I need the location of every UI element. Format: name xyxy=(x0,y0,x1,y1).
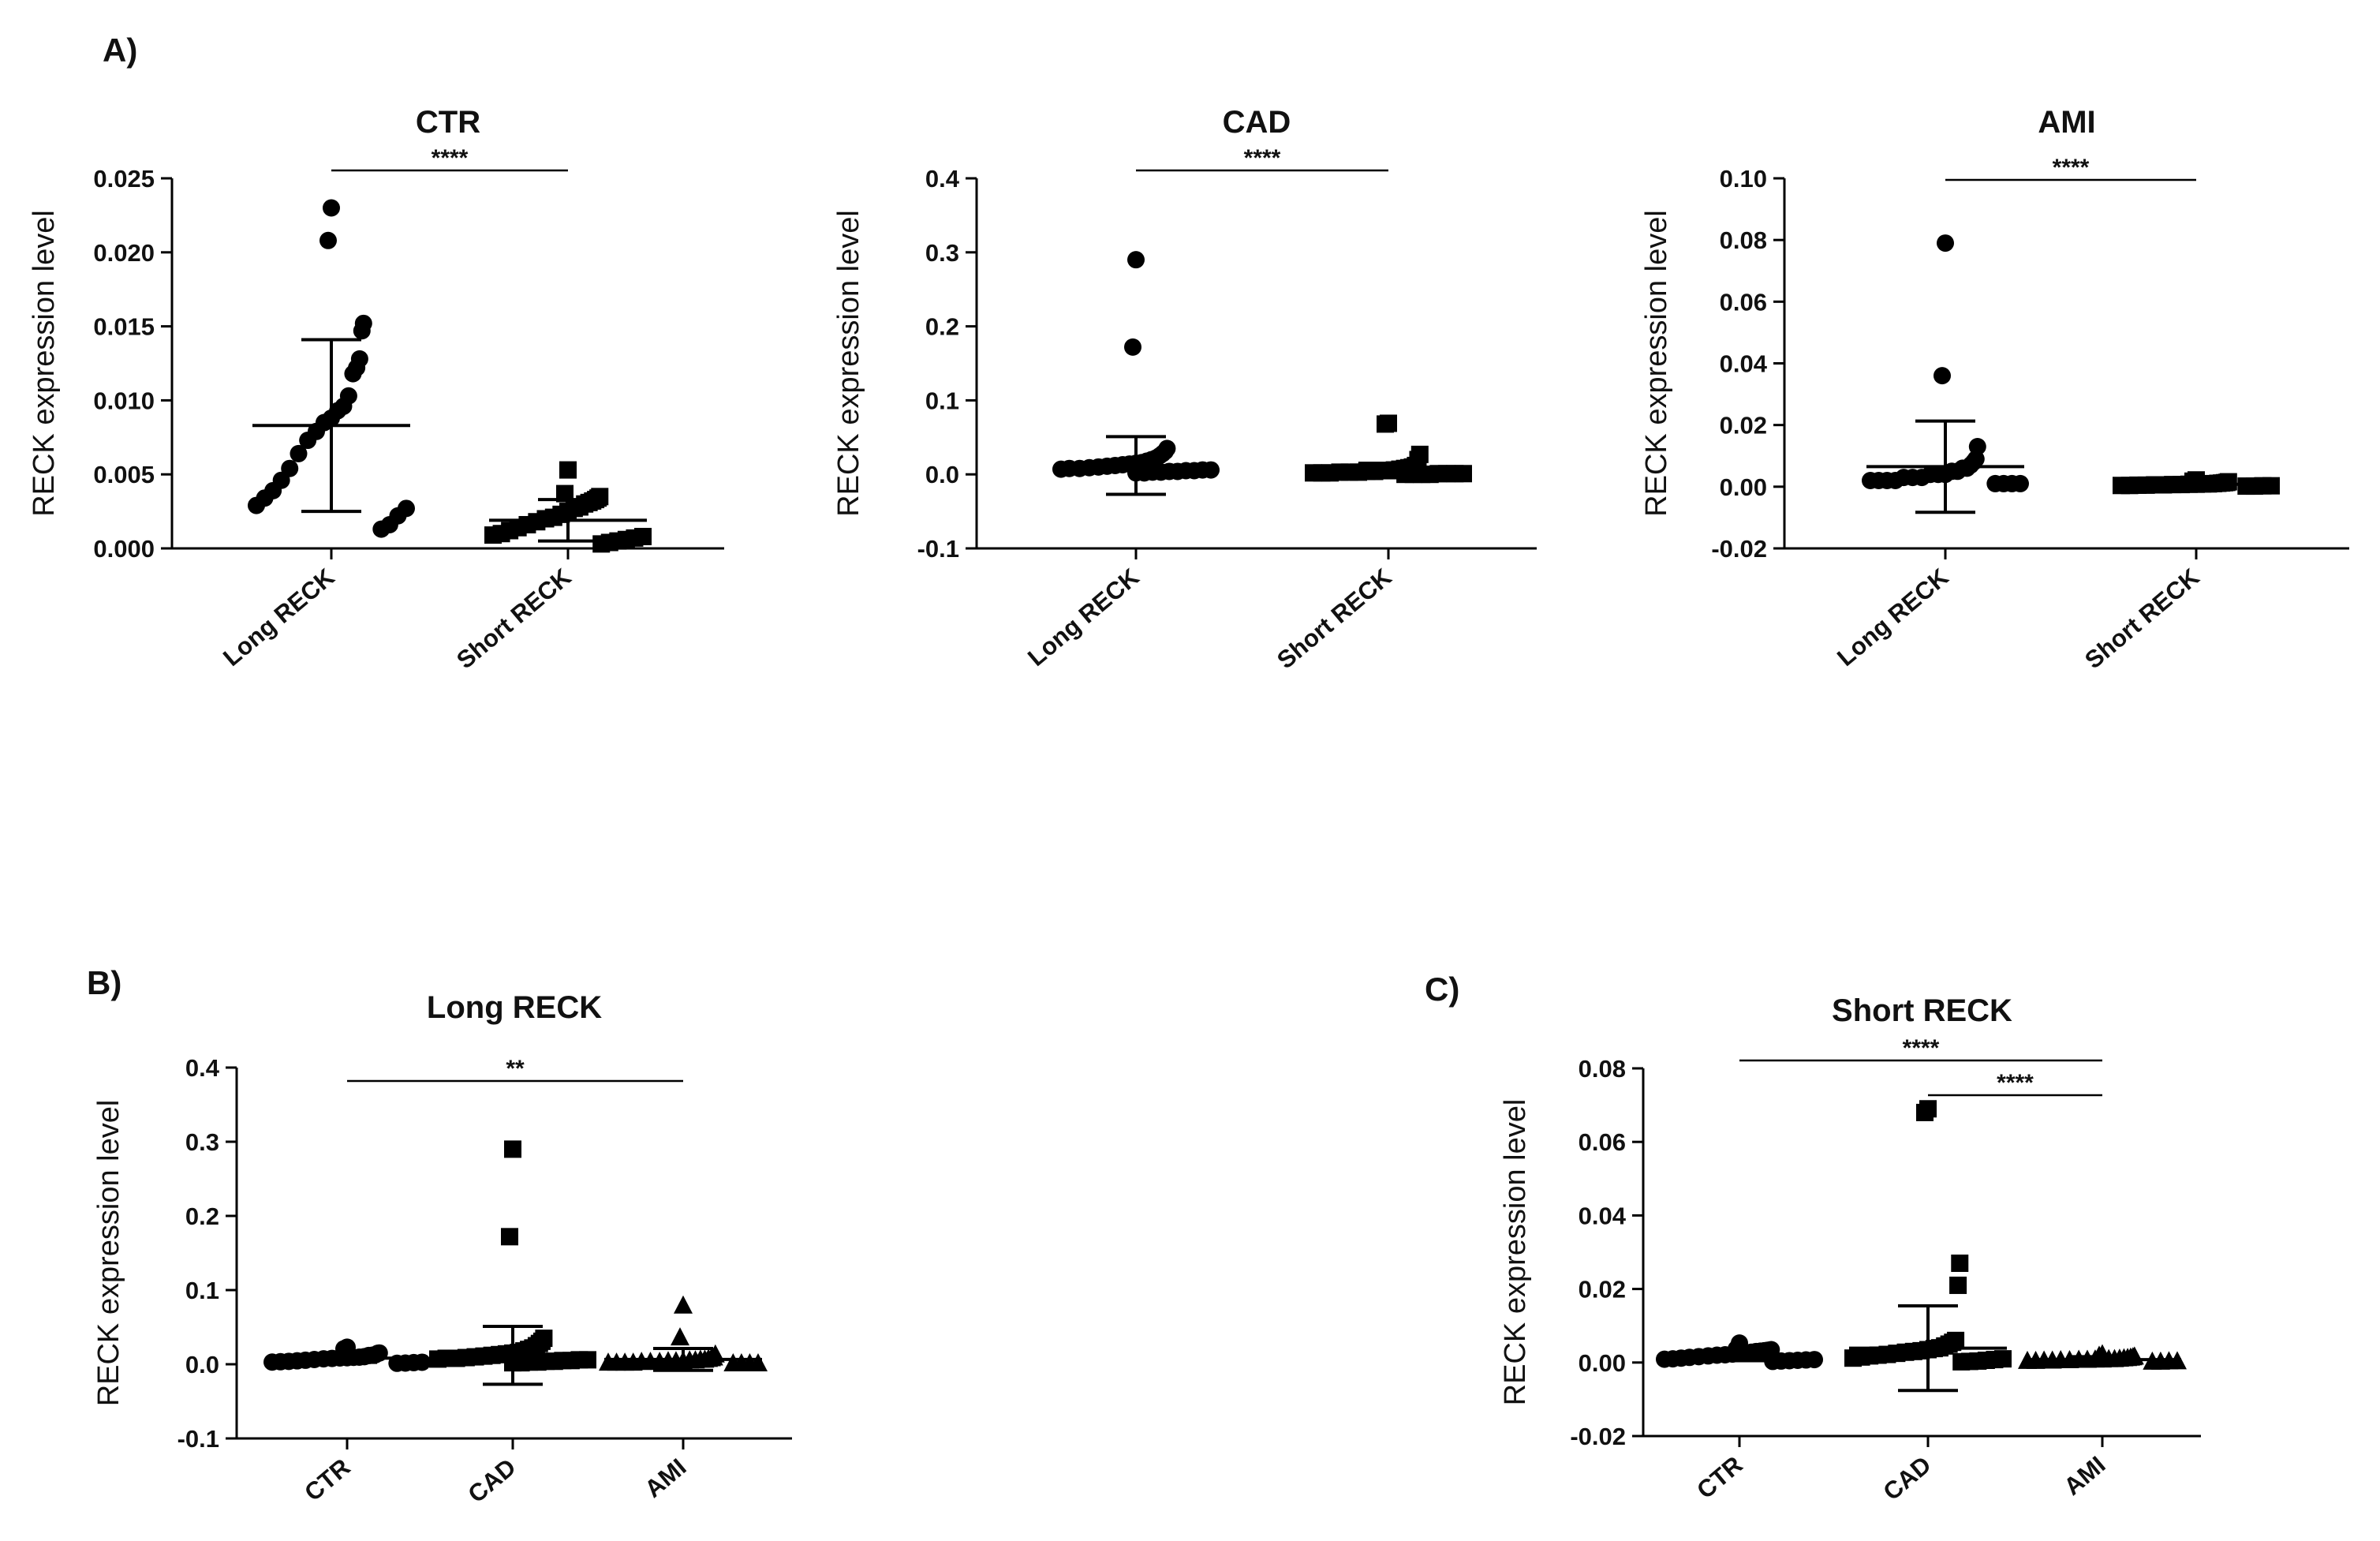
data-point xyxy=(429,1350,446,1368)
y-tick-label: 0.1 xyxy=(185,1277,219,1304)
y-tick-label: 0.020 xyxy=(93,239,155,267)
data-point xyxy=(1986,474,2005,492)
y-tick-label: 0.06 xyxy=(1720,288,1767,316)
data-point xyxy=(344,365,362,383)
data-point xyxy=(484,526,502,544)
panel-label-b: B) xyxy=(87,964,121,1001)
y-tick-label: 0.02 xyxy=(1579,1276,1626,1303)
y-tick-label: 0.010 xyxy=(93,387,155,414)
data-point xyxy=(599,1352,618,1371)
y-tick-label: 0.04 xyxy=(1720,350,1768,378)
data-point xyxy=(556,484,574,503)
y-tick-label: 0.02 xyxy=(1720,412,1767,439)
data-point xyxy=(592,535,611,553)
data-point xyxy=(319,231,337,249)
y-tick-label: 0.4 xyxy=(185,1054,220,1082)
data-point xyxy=(723,1353,743,1372)
y-tick-label: 0.015 xyxy=(93,313,155,341)
y-axis-label: RECK expression level xyxy=(1499,1099,1532,1406)
y-tick-label: -0.1 xyxy=(177,1425,219,1453)
y-tick-label: 0.3 xyxy=(185,1128,219,1156)
y-axis-label: RECK expression level xyxy=(1640,210,1673,517)
chart-title: Short RECK xyxy=(1832,993,2012,1028)
significance-label: **** xyxy=(1244,145,1281,171)
y-tick-label: 0.025 xyxy=(93,165,155,193)
chart-short-reck: Short RECK -0.02 0.00 0.02 0.04 0.06 0.08 RECK … xyxy=(1499,993,2201,1506)
y-tick-label: 0.1 xyxy=(925,387,959,414)
data-point xyxy=(1396,466,1414,484)
chart-title: Long RECK xyxy=(427,990,602,1025)
data-point xyxy=(1862,472,1879,490)
data-point xyxy=(671,1327,689,1346)
y-tick-label: -0.1 xyxy=(917,535,959,563)
data-point xyxy=(1844,1349,1862,1367)
chart-title: AMI xyxy=(2038,105,2095,140)
y-tick-label: -0.02 xyxy=(1570,1423,1626,1450)
data-point xyxy=(263,1353,281,1371)
y-axis-label: RECK expression level xyxy=(28,210,61,517)
data-point xyxy=(1305,464,1322,482)
y-tick-label: 0.00 xyxy=(1720,473,1767,501)
y-tick-label: 0.10 xyxy=(1720,165,1767,193)
y-tick-label: -0.02 xyxy=(1711,535,1767,563)
panel-label-c: C) xyxy=(1425,971,1459,1008)
y-tick-label: 0.2 xyxy=(185,1203,219,1230)
y-tick-label: 0.005 xyxy=(93,461,155,488)
data-point xyxy=(1952,1352,1971,1371)
data-point xyxy=(2237,477,2255,496)
y-tick-label: 0.2 xyxy=(925,313,959,341)
significance-label: **** xyxy=(432,145,469,171)
data-point xyxy=(372,520,390,538)
data-point xyxy=(1656,1350,1673,1368)
y-tick-label: 0.3 xyxy=(925,239,959,267)
data-point xyxy=(1377,415,1394,433)
data-point xyxy=(674,1295,693,1314)
chart-title: CAD xyxy=(1223,105,1291,140)
data-point xyxy=(323,199,340,217)
y-tick-label: 0.0 xyxy=(925,461,959,488)
data-point xyxy=(559,461,577,479)
data-point xyxy=(353,322,371,340)
data-point xyxy=(1951,1254,1969,1272)
significance-label: **** xyxy=(1903,1035,1940,1061)
data-point xyxy=(1949,1276,1967,1294)
data-point xyxy=(299,432,317,450)
y-tick-label: 0.0 xyxy=(185,1351,219,1378)
y-tick-label: 0.000 xyxy=(93,535,155,563)
y-tick-label: 0.08 xyxy=(1579,1055,1626,1083)
data-point xyxy=(248,496,265,514)
data-point xyxy=(501,1228,518,1246)
data-point xyxy=(1127,251,1145,269)
y-tick-label: 0.04 xyxy=(1579,1202,1627,1229)
panel-label-a: A) xyxy=(103,32,137,69)
chart-title: CTR xyxy=(416,105,480,140)
data-point xyxy=(1052,460,1070,478)
data-point xyxy=(1916,1103,1934,1121)
y-axis-label: RECK expression level xyxy=(832,210,865,517)
data-point xyxy=(504,1140,521,1158)
y-tick-label: 0.4 xyxy=(925,165,960,193)
data-point xyxy=(1934,367,1951,385)
data-point xyxy=(1937,234,1954,252)
y-tick-label: 0.06 xyxy=(1579,1128,1626,1156)
data-point xyxy=(290,444,308,462)
y-tick-label: 0.00 xyxy=(1579,1349,1626,1377)
significance-label: **** xyxy=(2053,155,2090,181)
significance-label: **** xyxy=(1997,1070,2034,1096)
y-tick-label: 0.08 xyxy=(1720,226,1767,254)
data-point xyxy=(1124,338,1141,356)
y-axis-label: RECK expression level xyxy=(92,1100,125,1407)
significance-label: ** xyxy=(506,1056,525,1082)
